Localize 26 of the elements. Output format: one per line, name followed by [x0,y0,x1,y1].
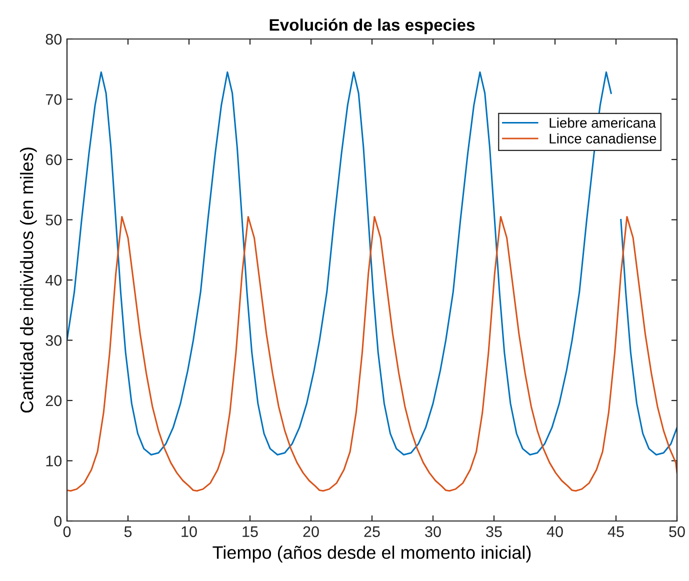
y-axis-title: Cantidad de individuos (en miles) [20,148,37,413]
legend-label: Lince canadiense [550,133,656,144]
line-series [67,216,677,492]
x-tick-label: 5 [124,526,132,538]
y-tick-label: 10 [46,456,62,466]
x-tick-label: 20 [303,526,319,538]
y-tick-label: 60 [46,154,62,166]
x-tick-label: 40 [546,526,563,538]
x-axis-title: Tiempo (años desde el momento inicial) [212,546,531,562]
x-tick-label: 50 [669,526,685,538]
x-tick-label: 30 [425,526,441,538]
x-tick-label: 45 [608,526,624,538]
x-tick-label: 10 [182,526,197,538]
legend-label: Liebre americana [550,118,656,128]
y-tick-label: 40 [46,274,62,286]
x-tick-label: 35 [486,526,502,538]
chart-title: Evolución de las especies [270,18,475,34]
x-tick-label: 15 [242,526,258,538]
y-tick-label: 70 [46,94,62,105]
y-tick-label: 80 [46,34,62,45]
y-tick-label: 30 [46,335,62,346]
y-tick-label: 0 [54,516,62,527]
y-tick-label: 50 [46,214,62,226]
x-tick-label: 0 [63,526,71,538]
y-tick-label: 20 [46,395,62,406]
x-tick-label: 25 [364,526,380,538]
